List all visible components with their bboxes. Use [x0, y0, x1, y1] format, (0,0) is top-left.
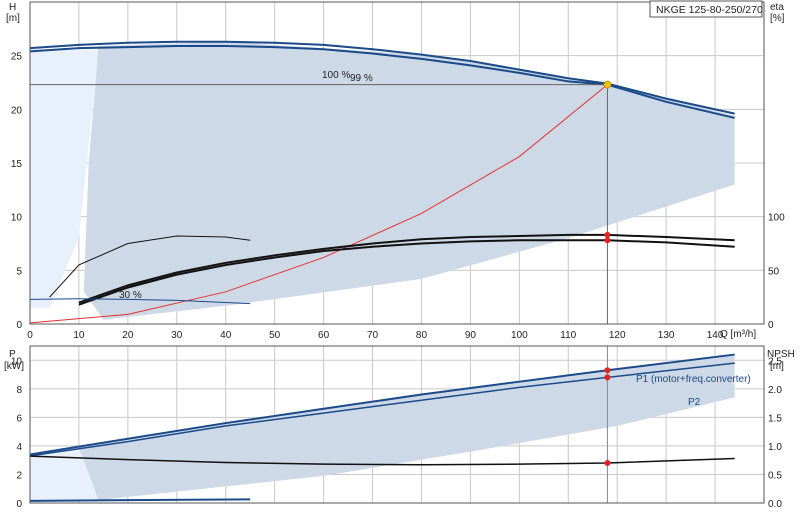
bottom-y-tick-label: 10	[11, 356, 23, 367]
top-x-tick-label: 70	[367, 330, 379, 341]
pump-label-box	[649, 0, 763, 18]
p1-curve	[29, 353, 735, 456]
top-y-right-tick-label: 50	[768, 266, 780, 277]
bottom-y-tick-label: 0	[16, 499, 22, 510]
bottom-y-right-tick-label: 2.5	[768, 356, 782, 367]
bottom-y-right-tick-label: 2.0	[768, 385, 782, 396]
top-x-tick-label: 20	[122, 330, 134, 341]
top-x-tick-label: 100	[511, 330, 528, 341]
bottom-yunit-left: [kW]	[4, 361, 24, 372]
eta-curve-100	[78, 233, 735, 304]
bottom-low-flow-area	[30, 447, 99, 501]
h-curve-99	[29, 45, 735, 119]
duty-point-p1	[604, 367, 611, 374]
tick-labels: 0 10 20 30 40 50 60 70 80 90 100 110 120 130 140051015…	[11, 52, 785, 510]
top-y-tick-label: 5	[16, 266, 22, 277]
top-plot-frame	[29, 1, 765, 325]
bottom-y-right-tick-label: 0.0	[768, 499, 782, 510]
system-curve	[29, 84, 608, 324]
top-ylabel-right: eta	[770, 2, 784, 13]
top-series	[29, 40, 735, 324]
speed-label-99: 99 %	[350, 73, 373, 84]
bottom-y-tick-label: 4	[16, 442, 22, 453]
top-y-right-tick-label: 0	[768, 320, 774, 331]
bottom-y-right-tick-label: 1.0	[768, 442, 782, 453]
top-x-tick-label: 120	[609, 330, 626, 341]
p-curve-min-speed	[29, 498, 251, 502]
duty-point-p2	[604, 374, 611, 381]
h-curve-min-speed	[29, 298, 251, 305]
top-x-tick-label: 0	[27, 330, 33, 341]
top-y-tick-label: 20	[11, 105, 23, 116]
speed-label-30: 30 %	[119, 290, 142, 301]
pump-label: NKGE 125-80-250/270	[656, 4, 763, 16]
top-ylabel-left: H	[9, 2, 16, 13]
operating-points	[603, 80, 612, 467]
bottom-y-right-tick-label: 1.5	[768, 413, 782, 424]
bottom-operating-area-shape	[78, 354, 735, 501]
top-x-tick-label: 130	[658, 330, 675, 341]
duty-point-h	[603, 80, 612, 89]
p2-curve	[29, 362, 735, 457]
npsh-curve	[29, 455, 735, 466]
bottom-ylabel-right: NPSH	[767, 349, 795, 360]
p1-series-label: P1 (motor+freq.converter)	[636, 374, 751, 385]
bottom-y-tick-label: 2	[16, 470, 22, 481]
eta-curve-99	[78, 239, 735, 306]
speed-label-100: 100 %	[322, 70, 350, 81]
bottom-yunit-right: [m]	[770, 361, 784, 372]
top-x-tick-label: 10	[73, 330, 85, 341]
top-x-tick-label: 50	[269, 330, 281, 341]
bottom-plot-frame	[29, 345, 765, 504]
top-x-tick-label: 140	[707, 330, 724, 341]
bottom-operating-area	[30, 354, 735, 501]
top-x-tick-label: 40	[220, 330, 232, 341]
top-y-right-tick-label: 100	[768, 213, 785, 224]
top-operating-area	[30, 41, 735, 320]
top-x-tick-label: 60	[318, 330, 330, 341]
top-x-tick-label: 90	[465, 330, 477, 341]
duty-point-npsh	[604, 460, 611, 467]
duty-point-eta-99	[604, 237, 611, 244]
top-operating-area-shape	[83, 41, 735, 320]
top-x-tick-label: 30	[171, 330, 183, 341]
bottom-y-right-tick-label: 0.5	[768, 470, 782, 481]
top-y-tick-label: 0	[16, 320, 22, 331]
top-yunit-right: [%]	[770, 13, 785, 24]
duty-point-eta-100	[604, 231, 611, 238]
bottom-y-tick-label: 6	[16, 413, 22, 424]
axis-labels: H [m] eta [%] Q [m³/h] P [kW] NPSH [m] N…	[4, 0, 795, 504]
top-y-tick-label: 15	[11, 159, 23, 170]
p2-series-label: P2	[688, 397, 701, 408]
bottom-y-tick-label: 8	[16, 385, 22, 396]
top-y-tick-label: 10	[11, 213, 23, 224]
bottom-series	[29, 346, 735, 503]
top-x-tick-label: 110	[560, 330, 576, 341]
top-y-tick-label: 25	[11, 52, 23, 63]
top-xlabel: Q [m³/h]	[720, 329, 756, 340]
bottom-ylabel-left: P	[9, 349, 16, 360]
top-x-tick-label: 80	[416, 330, 428, 341]
top-low-flow-area	[30, 49, 99, 308]
h-curve-100	[29, 40, 735, 115]
top-yunit-left: [m]	[6, 13, 20, 24]
eta-curve-min-speed	[49, 235, 251, 298]
